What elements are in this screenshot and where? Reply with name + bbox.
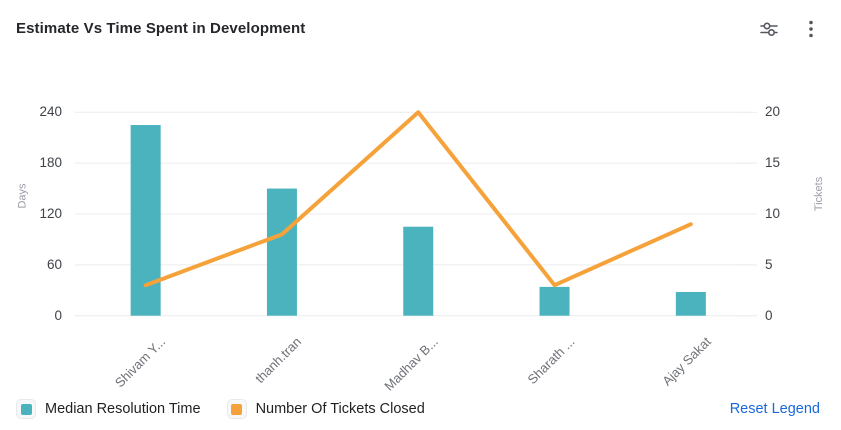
left-axis-tick-label: 60 <box>46 256 62 272</box>
right-axis-tick-label: 5 <box>765 256 773 272</box>
left-axis-title: Days <box>16 183 29 209</box>
right-axis-tick-label: 0 <box>765 307 773 323</box>
filter-sliders-button[interactable] <box>755 16 783 44</box>
legend-label: Number Of Tickets Closed <box>255 401 425 417</box>
bar-Ajay Sakat[interactable] <box>675 291 706 316</box>
left-axis-tick-label: 0 <box>54 307 62 323</box>
bar-Madhav B...[interactable] <box>403 226 434 316</box>
header-controls <box>755 16 825 44</box>
right-axis-tick-label: 20 <box>765 104 781 120</box>
sliders-icon <box>758 18 780 43</box>
chart-title: Estimate Vs Time Spent in Development <box>16 20 306 37</box>
left-axis-tick-label: 120 <box>39 206 62 221</box>
left-axis-tick-label: 180 <box>39 155 62 171</box>
legend-item-number-of-tickets-closed[interactable]: Number Of Tickets Closed <box>226 399 425 419</box>
bar-thanh.tran[interactable] <box>266 188 297 316</box>
legend-item-median-resolution-time[interactable]: Median Resolution Time <box>16 399 201 419</box>
legend-label: Median Resolution Time <box>45 401 201 417</box>
line-series[interactable] <box>143 110 693 288</box>
kebab-menu-button[interactable] <box>797 16 825 44</box>
chart-legend: Median Resolution Time Number Of Tickets… <box>16 399 425 419</box>
right-axis-tick-label: 15 <box>765 155 781 171</box>
left-axis-tick-label: 240 <box>39 104 62 120</box>
legend-marker-bar-series <box>16 399 36 419</box>
reset-legend-link[interactable]: Reset Legend <box>729 401 820 417</box>
bar-Sharath ...[interactable] <box>539 286 570 316</box>
right-axis-title: Tickets <box>813 176 826 212</box>
legend-marker-line-series <box>226 399 247 419</box>
kebab-menu-icon <box>802 18 820 43</box>
right-axis-tick-label: 10 <box>765 206 781 221</box>
